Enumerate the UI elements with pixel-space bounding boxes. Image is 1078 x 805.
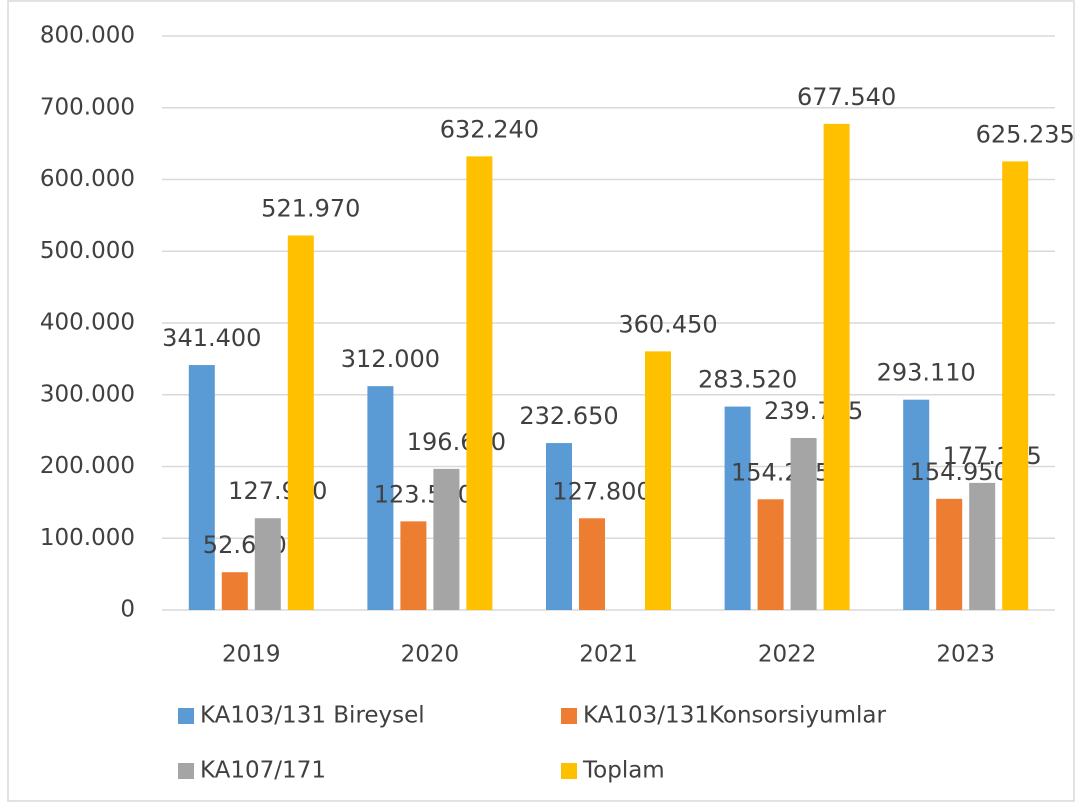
data-label: 625.235 xyxy=(976,120,1075,148)
data-label: 283.520 xyxy=(698,366,797,394)
bar xyxy=(287,235,314,611)
bar xyxy=(823,123,850,610)
data-label: 312.000 xyxy=(341,345,440,373)
data-label: 341.400 xyxy=(162,324,261,352)
legend-swatch xyxy=(178,708,194,724)
data-label: 154.950 xyxy=(910,458,1009,486)
data-label: 521.970 xyxy=(261,194,360,222)
bar xyxy=(903,399,930,610)
x-tick-label: 2020 xyxy=(401,642,460,668)
data-label: 632.240 xyxy=(440,115,539,143)
x-tick-label: 2019 xyxy=(222,642,281,668)
bar xyxy=(367,386,394,610)
legend-label: KA103/131 Bireysel xyxy=(200,703,425,729)
legend-label: KA103/131Konsorsiyumlar xyxy=(583,703,887,729)
y-tick-label: 100.000 xyxy=(40,525,135,551)
data-label: 677.540 xyxy=(797,83,896,111)
legend-swatch xyxy=(561,763,577,779)
x-tick-label: 2023 xyxy=(936,642,995,668)
y-tick-label: 700.000 xyxy=(40,94,135,120)
data-label: 232.650 xyxy=(519,402,618,430)
bar xyxy=(188,365,215,610)
y-tick-label: 200.000 xyxy=(40,453,135,479)
data-label: 293.110 xyxy=(877,359,976,387)
data-label: 127.800 xyxy=(552,477,651,505)
y-tick-label: 0 xyxy=(120,597,135,623)
legend-label: KA107/171 xyxy=(200,758,326,784)
data-label: 360.450 xyxy=(618,310,717,338)
bar xyxy=(790,437,817,610)
bar xyxy=(221,572,248,610)
bar xyxy=(936,498,963,610)
bar xyxy=(969,482,996,610)
y-tick-label: 400.000 xyxy=(40,310,135,336)
legend-swatch xyxy=(178,763,194,779)
y-tick-label: 600.000 xyxy=(40,166,135,192)
y-tick-label: 800.000 xyxy=(40,23,135,49)
bar xyxy=(254,518,281,610)
bar xyxy=(546,443,572,610)
bar xyxy=(724,406,751,610)
bar xyxy=(466,156,493,610)
x-tick-label: 2022 xyxy=(758,642,817,668)
y-tick-label: 500.000 xyxy=(40,238,135,264)
bar xyxy=(645,351,671,610)
bar xyxy=(1002,161,1029,610)
chart-frame xyxy=(7,0,1075,802)
legend-label: Toplam xyxy=(582,758,665,784)
x-tick-label: 2021 xyxy=(579,642,638,668)
bar xyxy=(433,468,460,610)
legend-swatch xyxy=(561,708,577,724)
bar xyxy=(579,518,605,610)
y-tick-label: 300.000 xyxy=(40,381,135,407)
bar xyxy=(757,499,784,610)
bar xyxy=(400,521,427,610)
